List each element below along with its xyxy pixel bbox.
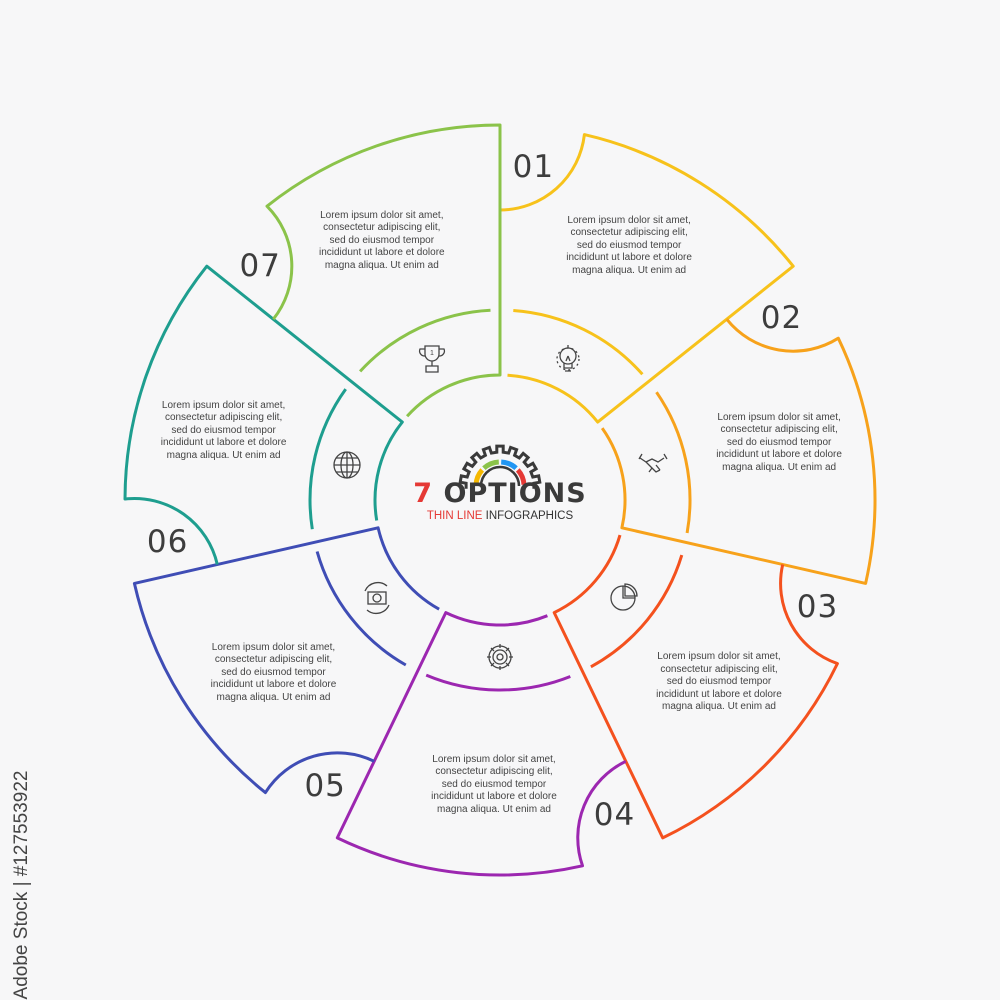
option-number: 02 (760, 300, 803, 337)
description-line: consectetur adipiscing elit, (570, 227, 688, 239)
description-line: Lorem ipsum dolor sit amet, (161, 399, 286, 411)
description-line: incididunt ut labore et dolore (566, 252, 692, 264)
option-number: 05 (304, 767, 346, 804)
segment-outline (600, 318, 877, 585)
description-line: magna aliqua. Ut enim ad (166, 449, 281, 461)
title-main: 7 OPTIONS (400, 478, 600, 509)
segment-middle-arc (315, 551, 407, 667)
subtitle: THIN LINE INFOGRAPHICS (400, 510, 600, 522)
segment-middle-arc (655, 391, 692, 534)
lightbulb-icon (556, 344, 580, 372)
option-number: 07 (239, 248, 281, 284)
option-04-segment[interactable] (335, 611, 627, 877)
subtitle-red: THIN LINE (426, 510, 483, 522)
description-line: sed do eiusmod tempor (441, 778, 547, 790)
description-line: incididunt ut labore et dolore (431, 791, 557, 803)
description-line: sed do eiusmod tempor (221, 666, 326, 678)
description-line: sed do eiusmod tempor (726, 436, 832, 448)
option-06-segment[interactable] (123, 264, 404, 565)
segment-outline (132, 526, 440, 795)
option-07-segment[interactable] (265, 123, 502, 418)
description-line: sed do eiusmod tempor (171, 424, 276, 436)
description-line: sed do eiusmod tempor (329, 234, 435, 246)
description-line: consectetur adipiscing elit, (435, 766, 553, 778)
description-line: consectetur adipiscing elit, (164, 411, 283, 423)
description-line: sed do eiusmod tempor (576, 239, 682, 251)
segment-middle-arc (358, 308, 491, 373)
description-line: Lorem ipsum dolor sit amet, (717, 411, 841, 423)
title-gear-icon (458, 444, 542, 489)
handshake-icon (638, 453, 668, 473)
trophy-icon: 1 (418, 344, 445, 373)
description-line: consectetur adipiscing elit, (323, 221, 441, 233)
title-word: OPTIONS (443, 478, 587, 509)
description-line: incididunt ut labore et dolore (656, 688, 782, 700)
center-title: 7 OPTIONS THIN LINE INFOGRAPHICS (400, 478, 600, 522)
description-line: magna aliqua. Ut enim ad (572, 264, 687, 276)
option-03-segment[interactable] (552, 534, 839, 840)
description-line: magna aliqua. Ut enim ad (324, 259, 439, 271)
segment-middle-arc (513, 309, 644, 376)
gear-icon (487, 644, 513, 670)
gear-color-arc (500, 459, 518, 471)
gear-color-arc (515, 468, 527, 486)
option-number: 04 (593, 796, 636, 833)
segment-outline (123, 264, 404, 565)
description-line: consectetur adipiscing elit, (720, 423, 838, 435)
money-exchange-icon (364, 581, 390, 614)
option-description: Lorem ipsum dolor sit amet, consectetur a… (639, 651, 799, 714)
description-line: sed do eiusmod tempor (666, 676, 772, 688)
globe-icon (333, 451, 361, 479)
svg-text:1: 1 (430, 350, 434, 357)
segment-outline (499, 133, 795, 424)
description-line: incididunt ut labore et dolore (210, 679, 337, 691)
option-description: Lorem ipsum dolor sit amet, consectetur a… (699, 411, 859, 474)
option-description: Lorem ipsum dolor sit amet, consectetur a… (549, 215, 709, 278)
gear-color-arc (482, 459, 500, 471)
gear-inner-arc (479, 465, 521, 487)
description-line: incididunt ut labore et dolore (318, 246, 445, 258)
description-line: Lorem ipsum dolor sit amet, (211, 641, 336, 653)
title-number: 7 (413, 478, 434, 509)
description-line: incididunt ut labore et dolore (160, 436, 287, 448)
option-description: Lorem ipsum dolor sit amet, consectetur a… (414, 754, 574, 817)
description-line: incididunt ut labore et dolore (716, 448, 842, 460)
option-05-segment[interactable] (132, 526, 440, 795)
option-01-segment[interactable] (499, 133, 795, 424)
option-number: 06 (146, 523, 189, 560)
description-line: Lorem ipsum dolor sit amet, (432, 753, 556, 765)
segment-middle-arc (308, 388, 347, 530)
segment-outline (552, 534, 839, 840)
segment-outline (335, 611, 627, 877)
option-number: 01 (512, 148, 555, 185)
description-line: Lorem ipsum dolor sit amet, (567, 214, 691, 226)
description-line: magna aliqua. Ut enim ad (662, 701, 776, 713)
segment-middle-arc (425, 673, 571, 692)
option-number: 03 (796, 588, 839, 625)
segment-middle-arc (590, 554, 684, 669)
description-line: magna aliqua. Ut enim ad (216, 691, 331, 703)
watermark: Adobe Stock | #127553922 (11, 770, 32, 1000)
option-description: Lorem ipsum dolor sit amet, consectetur a… (302, 209, 462, 272)
gear-color-arc (473, 468, 485, 486)
gear-outline (458, 444, 542, 489)
option-description: Lorem ipsum dolor sit amet, consectetur a… (194, 642, 354, 705)
pie-chart-icon (610, 583, 638, 611)
option-02-segment[interactable] (600, 318, 877, 585)
description-line: Lorem ipsum dolor sit amet, (657, 651, 781, 663)
segment-outline (265, 123, 502, 418)
description-line: Lorem ipsum dolor sit amet, (320, 209, 444, 221)
description-line: magna aliqua. Ut enim ad (437, 803, 551, 815)
description-line: magna aliqua. Ut enim ad (722, 461, 837, 473)
subtitle-dark: INFOGRAPHICS (485, 510, 574, 522)
description-line: consectetur adipiscing elit, (214, 654, 333, 666)
option-description: Lorem ipsum dolor sit amet, consectetur a… (144, 399, 304, 462)
description-line: consectetur adipiscing elit, (660, 663, 778, 675)
